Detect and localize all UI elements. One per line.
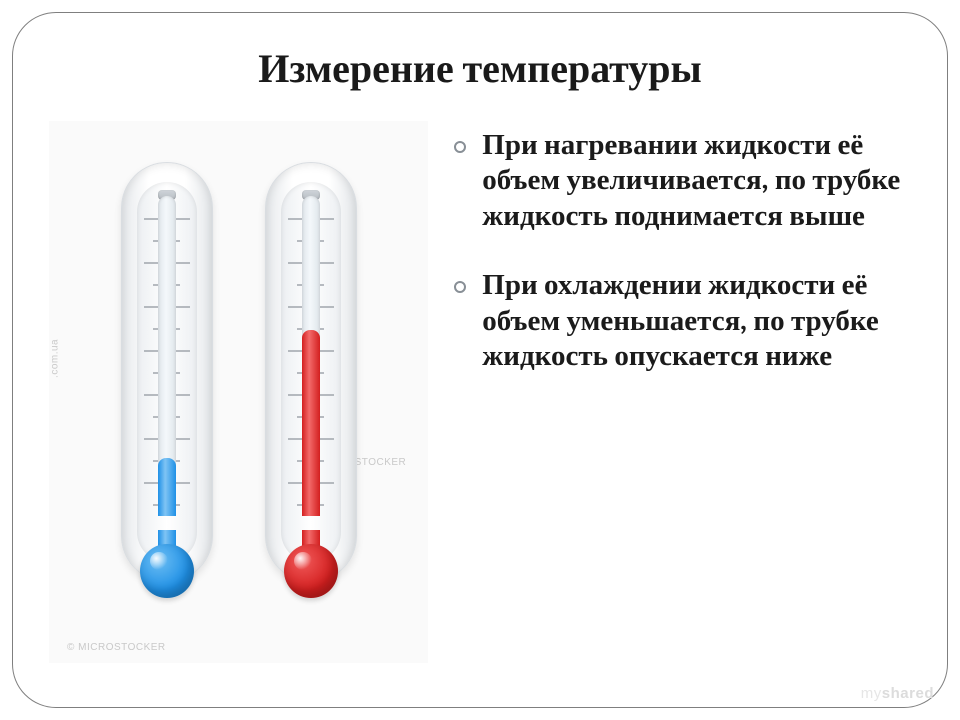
bullet-marker-icon — [454, 281, 466, 293]
footer-brand-my: my — [861, 685, 882, 702]
text-column: При нагревании жидкости её объем увеличи… — [428, 110, 911, 674]
bullet-marker-icon — [454, 141, 466, 153]
bulb-highlight — [294, 552, 312, 570]
watermark-text: .com.ua — [50, 339, 61, 378]
slide-frame: Измерение температуры .com.ua © MICROSTO… — [12, 12, 948, 708]
thermometer-cold — [112, 162, 222, 622]
bullet-item: При охлаждении жидкости её объем уменьша… — [454, 268, 911, 374]
figure-background: .com.ua © MICROSTOCKER © MICROSTOCKER — [49, 121, 428, 662]
thermometer-hot — [256, 162, 366, 622]
watermark-text: © MICROSTOCKER — [67, 642, 166, 653]
content-row: .com.ua © MICROSTOCKER © MICROSTOCKER — [49, 110, 911, 674]
bullet-text: При нагревании жидкости её объем увеличи… — [482, 128, 911, 234]
thermometer-figure: .com.ua © MICROSTOCKER © MICROSTOCKER — [49, 110, 428, 674]
thermometer-fluid — [302, 330, 320, 516]
thermometer-tube — [158, 196, 176, 516]
thermometer-bulb-icon — [284, 544, 338, 598]
footer-brand-shared: shared — [882, 685, 934, 702]
thermometer-bulb-icon — [140, 544, 194, 598]
bullet-item: При нагревании жидкости её объем увеличи… — [454, 128, 911, 234]
bulb-highlight — [150, 552, 168, 570]
footer-brand: myshared — [861, 685, 934, 702]
thermometer-tube — [302, 196, 320, 516]
bullet-text: При охлаждении жидкости её объем уменьша… — [482, 268, 911, 374]
thermometer-fluid — [158, 458, 176, 516]
page-title: Измерение температуры — [49, 45, 911, 92]
